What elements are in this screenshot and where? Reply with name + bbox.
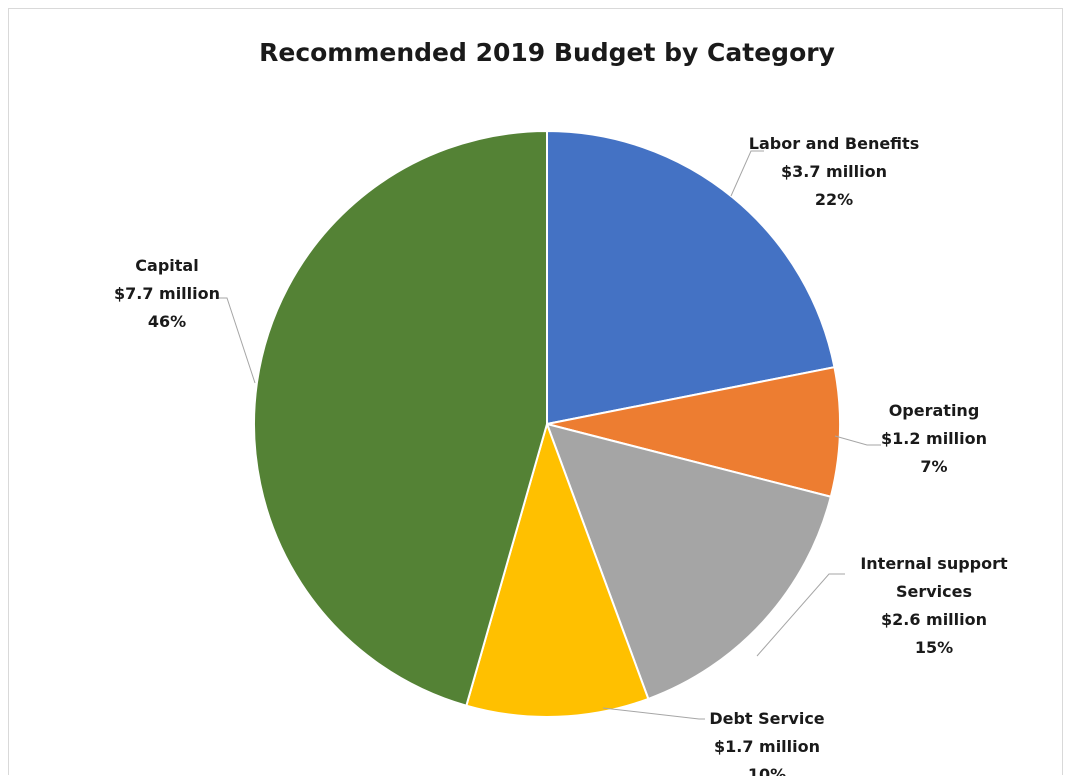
data-label-line: $2.6 million	[881, 610, 987, 629]
leader-line	[756, 573, 845, 657]
data-label-line: $3.7 million	[781, 162, 887, 181]
leader-line	[730, 150, 764, 197]
data-labels: Labor and Benefits $3.7 million 22% Operati…	[114, 134, 1008, 776]
data-label-line: Internal support	[860, 554, 1008, 573]
data-label-line: 7%	[920, 457, 947, 476]
leader-line	[219, 297, 256, 384]
data-label-line: 46%	[148, 312, 186, 331]
data-label-line: Labor and Benefits	[749, 134, 919, 153]
chart-title: Recommended 2019 Budget by Category	[259, 38, 835, 67]
data-label-line: Operating	[889, 401, 980, 420]
pie-slice-capital	[253, 129, 548, 707]
data-label-line: $1.2 million	[881, 429, 987, 448]
data-label-debt-service: Debt Service $1.7 million 10%	[709, 709, 824, 776]
chart-frame: Recommended 2019 Budget by Category Labo…	[8, 8, 1063, 776]
data-label-line: 22%	[815, 190, 853, 209]
pie-slice-internal-support-services	[545, 422, 833, 701]
pie-slice-labor-and-benefits	[546, 129, 836, 426]
data-label-line: 15%	[915, 638, 953, 657]
leader-line	[834, 435, 881, 446]
data-label-line: 10%	[748, 765, 786, 776]
pie-slices	[253, 129, 841, 718]
pie-chart: Recommended 2019 Budget by Category Labo…	[114, 38, 1008, 776]
data-label-line: $7.7 million	[114, 284, 220, 303]
data-label-line: $1.7 million	[714, 737, 820, 756]
data-label-capital: Capital $7.7 million 46%	[114, 256, 220, 331]
data-label-labor-and-benefits: Labor and Benefits $3.7 million 22%	[749, 134, 919, 209]
data-label-internal-support-services: Internal support Services $2.6 million 15%	[860, 554, 1008, 657]
data-label-line: Capital	[135, 256, 198, 275]
leader-line	[602, 707, 705, 720]
pie-slice-operating	[546, 365, 841, 498]
data-label-line: Debt Service	[709, 709, 824, 728]
data-label-line: Services	[896, 582, 972, 601]
leader-lines	[219, 150, 881, 720]
pie-slice-debt-service	[465, 420, 650, 718]
data-label-operating: Operating $1.2 million 7%	[881, 401, 987, 476]
